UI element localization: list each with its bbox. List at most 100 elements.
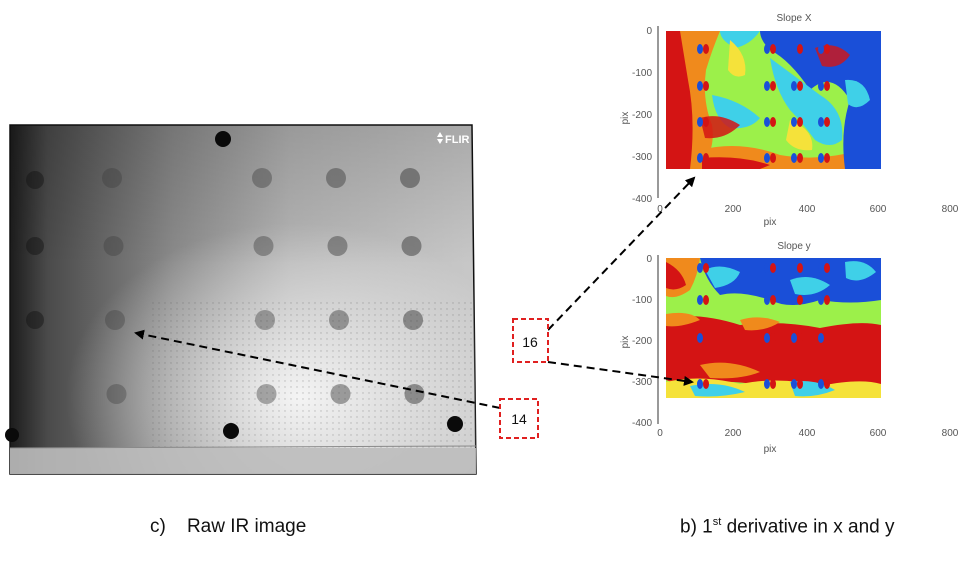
slope-x-spot-high — [797, 153, 803, 163]
slope-y-xlabel: pix — [764, 444, 777, 455]
slope-x-spot-low — [764, 117, 770, 127]
slope-x-spot-high — [770, 117, 776, 127]
slope-x-spot-high — [824, 117, 830, 127]
slope-y-spot-high — [703, 295, 709, 305]
slope-x-spot-high — [797, 117, 803, 127]
derivative-caption-sup: st — [712, 516, 722, 528]
ir-caption-text: Raw IR image — [186, 516, 307, 537]
slope-y-spot-high — [703, 333, 709, 343]
ir-target-spot — [400, 168, 420, 188]
slope-y-spot-high — [824, 295, 830, 305]
flir-logo-text: FLIR — [445, 134, 469, 146]
arrow-14-to-ir-spot — [134, 329, 501, 409]
slope-x-xtick: 400 — [799, 204, 816, 215]
slope-y-spot-high — [797, 333, 803, 343]
slope-x-spot-low — [764, 153, 770, 163]
slope-y-spot-high — [797, 379, 803, 389]
ir-black-markers — [5, 131, 463, 442]
slope-x-spot-low — [697, 81, 703, 91]
derivative-caption-prefix: b) 1 — [680, 516, 713, 538]
slope-x-xtick: 0 — [657, 204, 663, 215]
ir-target-spot — [106, 384, 127, 404]
slope-x-title: Slope X — [776, 13, 811, 24]
ir-target-spot — [404, 384, 425, 404]
arrow-16-to-slope-x — [547, 176, 696, 331]
slope-y-spot-low — [818, 379, 824, 389]
slope-y-spot-low — [791, 263, 797, 273]
ir-target-spot — [103, 236, 124, 256]
slope-y-y-ticks: 0 -100 -200 -300 -400 — [632, 254, 652, 429]
slope-y-spot-high — [797, 263, 803, 273]
slope-y-spot-low — [791, 295, 797, 305]
slope-x-spot-low — [818, 44, 824, 54]
ir-target-spot — [401, 236, 422, 256]
slope-x-spot-low — [791, 153, 797, 163]
ir-target-spot — [330, 384, 351, 404]
slope-y-spot-low — [764, 333, 770, 343]
slope-y-spot-low — [764, 295, 770, 305]
slope-y-ytick: -300 — [632, 377, 652, 388]
flir-logo: FLIR — [437, 132, 469, 146]
slope-y-spot-low — [818, 295, 824, 305]
slope-y-ytick: -100 — [632, 295, 652, 306]
slope-x-ylabel: pix — [620, 112, 631, 125]
slope-y-spot-high — [824, 379, 830, 389]
slope-x-spot-high — [770, 81, 776, 91]
slope-y-ytick: -200 — [632, 336, 652, 347]
slope-y-spot-low — [697, 333, 703, 343]
slope-y-xtick: 200 — [725, 428, 742, 439]
slope-y-spots — [697, 263, 830, 389]
slope-y-spot-high — [703, 379, 709, 389]
slope-x-spot-low — [818, 153, 824, 163]
slope-x-spot-high — [703, 153, 709, 163]
slope-y-spot-high — [824, 333, 830, 343]
callout-16: 16 — [512, 318, 549, 363]
slope-y-spot-high — [703, 263, 709, 273]
slope-x-plot: Slope X 0 -100 -200 -300 -400 — [620, 13, 959, 228]
ir-target-spot — [327, 236, 348, 256]
slope-y-spot-high — [797, 295, 803, 305]
callout-16-label: 16 — [522, 334, 538, 350]
slope-x-spots — [697, 44, 830, 163]
slope-x-spot-high — [770, 153, 776, 163]
ir-image: FLIR — [5, 124, 477, 475]
slope-y-xtick: 800 — [942, 428, 959, 439]
slope-x-spot-low — [764, 81, 770, 91]
slope-y-spot-low — [791, 379, 797, 389]
ir-target-spot — [253, 236, 274, 256]
slope-x-ytick: -400 — [632, 194, 652, 205]
arrow-16-to-slope-y — [547, 361, 694, 386]
slope-y-ytick: 0 — [646, 254, 652, 265]
slope-y-x-ticks: 0 200 400 600 800 — [657, 428, 959, 439]
slope-x-spot-high — [824, 44, 830, 54]
slope-x-xlabel: pix — [764, 217, 777, 228]
ir-target-spot — [255, 310, 275, 330]
slope-y-ylabel: pix — [620, 336, 631, 349]
ir-target-spot — [26, 171, 44, 189]
slope-x-ytick: -200 — [632, 110, 652, 121]
ir-image-caption: c) Raw IR image — [150, 516, 306, 538]
slope-x-spot-high — [797, 81, 803, 91]
slope-x-ytick: -100 — [632, 68, 652, 79]
slope-x-spot-low — [791, 117, 797, 127]
slope-y-plot: Slope y 0 -100 -200 -300 -400 — [620, 241, 959, 455]
slope-y-xtick: 600 — [870, 428, 887, 439]
ir-target-spot — [105, 310, 125, 330]
ir-target-spot — [403, 310, 423, 330]
ir-target-spot — [26, 311, 44, 329]
slope-x-x-ticks: 0 200 400 600 800 — [657, 204, 959, 215]
slope-x-spot-low — [764, 44, 770, 54]
slope-y-spot-high — [770, 379, 776, 389]
slope-y-ytick: -400 — [632, 418, 652, 429]
slope-y-spot-low — [764, 263, 770, 273]
slope-x-spot-high — [770, 44, 776, 54]
slope-y-spot-low — [764, 379, 770, 389]
ir-target-spot — [252, 168, 272, 188]
derivative-caption: b) 1st derivative in x and y — [680, 516, 895, 538]
slope-x-spot-high — [797, 44, 803, 54]
slope-x-spot-high — [703, 81, 709, 91]
slope-x-spot-high — [703, 117, 709, 127]
slope-y-spot-high — [770, 333, 776, 343]
callout-arrows — [134, 176, 696, 409]
ir-caption-prefix: c) — [150, 516, 166, 537]
